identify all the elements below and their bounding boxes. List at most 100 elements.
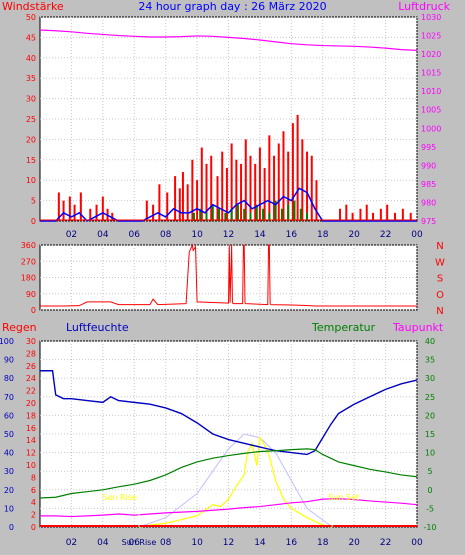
wind-tick-label: 30 [26, 95, 36, 104]
pressure-tick-label: 985 [421, 180, 436, 189]
wind-average-line [40, 187, 417, 222]
humidity-axis-label: Luftfeuchte [66, 321, 129, 334]
rain-tick-label: 6 [31, 486, 36, 495]
climate-panel-x-tick-label: 04 [97, 538, 109, 548]
wind-panel-x-tick-label: 20 [348, 230, 360, 240]
humidity-tick-label: 40 [4, 449, 14, 458]
climate-panel-x-tick-label: 10 [191, 538, 203, 548]
temperature-tick-label: 40 [425, 337, 435, 346]
rain-tick-label: 4 [31, 498, 36, 507]
rain-tick-label: 0 [31, 523, 36, 532]
compass-label: W [435, 257, 445, 268]
pressure-tick-label: 1030 [421, 13, 441, 22]
wind-panel-x-tick-label: 02 [66, 230, 77, 240]
temperature-tick-label: 20 [425, 411, 435, 420]
rain-tick-label: 26 [26, 362, 36, 371]
pressure-tick-label: 975 [421, 217, 436, 226]
humidity-tick-label: 10 [4, 504, 14, 513]
solar-line [138, 435, 333, 528]
humidity-tick-label: 0 [9, 523, 14, 532]
rain-tick-label: 18 [26, 411, 36, 420]
wind-panel-x-tick-label: 00 [411, 230, 423, 240]
climate-panel-x-tick-label: 16 [286, 538, 298, 548]
pressure-tick-label: 1010 [421, 87, 441, 96]
wind-tick-label: 0 [31, 217, 36, 226]
wind-tick-label: 45 [26, 33, 36, 42]
wind-panel-x-tick-label: 04 [97, 230, 109, 240]
direction-tick-label: 180 [21, 274, 36, 283]
wind-panel-x-tick-label: 18 [317, 230, 329, 240]
wind-panel-x-tick-label: 06 [129, 230, 141, 240]
humidity-line [40, 370, 418, 456]
rain-tick-label: 24 [26, 374, 36, 383]
rain-tick-label: 8 [31, 473, 36, 482]
temperature-tick-label: 35 [425, 356, 435, 365]
uv-line [138, 433, 333, 528]
climate-panel-x-tick-label: 00 [411, 538, 423, 548]
humidity-tick-label: 30 [4, 467, 14, 476]
climate-panel-x-tick-label: 18 [317, 538, 329, 548]
wind-axis-label: Windstärke [2, 0, 64, 13]
direction-tick-label: 90 [26, 290, 36, 299]
wind-tick-label: 35 [26, 74, 36, 83]
sunrise-axis-label: Sun Rise [122, 538, 157, 547]
compass-label: N [436, 241, 443, 252]
temperature-tick-label: 30 [425, 374, 435, 383]
climate-panel-x-tick-label: 22 [380, 538, 391, 548]
rain-tick-label: 22 [26, 387, 36, 396]
temperature-tick-label: -5 [426, 504, 434, 513]
wind-panel-x-tick-label: 08 [160, 230, 172, 240]
pressure-tick-label: 1005 [421, 106, 441, 115]
climate-panel-x-tick-label: 08 [160, 538, 172, 548]
temperature-axis-label: Temperatur [311, 321, 376, 334]
wind-panel-x-tick-label: 10 [191, 230, 203, 240]
direction-tick-label: 0 [31, 306, 36, 315]
rain-tick-label: 30 [26, 337, 36, 346]
wind-tick-label: 20 [26, 135, 36, 144]
humidity-tick-label: 50 [4, 430, 14, 439]
rain-tick-label: 10 [26, 461, 36, 470]
pressure-tick-label: 1025 [421, 32, 441, 41]
pressure-tick-label: 980 [421, 198, 436, 207]
wind-tick-label: 5 [31, 197, 36, 206]
humidity-tick-label: 70 [4, 393, 14, 402]
rain-axis-label: Regen [2, 321, 37, 334]
dewpoint-line [40, 498, 418, 518]
pressure-tick-label: 995 [421, 143, 436, 152]
pressure-line [39, 29, 418, 51]
temperature-tick-label: 25 [425, 393, 435, 402]
rain-tick-label: 14 [26, 436, 36, 445]
climate-panel-x-tick-label: 02 [66, 538, 77, 548]
direction-tick-label: 360 [21, 241, 36, 250]
pressure-tick-label: 1000 [421, 124, 441, 133]
temperature-tick-label: 10 [425, 449, 435, 458]
wind-panel-x-tick-label: 12 [223, 230, 234, 240]
humidity-tick-label: 90 [4, 356, 14, 365]
climate-panel-x-tick-label: 12 [223, 538, 234, 548]
wind-tick-label: 25 [26, 115, 36, 124]
rain-tick-label: 16 [26, 424, 36, 433]
rain-tick-label: 2 [31, 511, 36, 520]
climate-panel-x-tick-label: 14 [254, 538, 266, 548]
page-title: 24 hour graph day : 26 März 2020 [138, 0, 327, 13]
dewpoint-axis-label: Taupunkt [392, 321, 444, 334]
wind-tick-label: 40 [26, 54, 36, 63]
rain-tick-label: 12 [26, 449, 36, 458]
compass-label: S [437, 274, 443, 285]
sunrise-label: Sun Rise [102, 493, 137, 502]
rain-tick-label: 28 [26, 349, 36, 358]
wind-tick-label: 15 [26, 156, 36, 165]
pressure-tick-label: 1015 [421, 69, 441, 78]
pressure-tick-label: 1020 [421, 50, 441, 59]
compass-label: N [436, 306, 443, 317]
direction-line [40, 243, 417, 307]
climate-panel-x-tick-label: 20 [348, 538, 360, 548]
humidity-tick-label: 60 [4, 411, 14, 420]
wind-panel-x-tick-label: 14 [254, 230, 266, 240]
humidity-tick-label: 100 [0, 337, 14, 346]
sunset-label: Sun Set [328, 493, 359, 502]
pressure-axis-label: Luftdruck [398, 0, 450, 13]
wind-panel-x-tick-label: 16 [286, 230, 298, 240]
temperature-tick-label: 15 [425, 430, 435, 439]
